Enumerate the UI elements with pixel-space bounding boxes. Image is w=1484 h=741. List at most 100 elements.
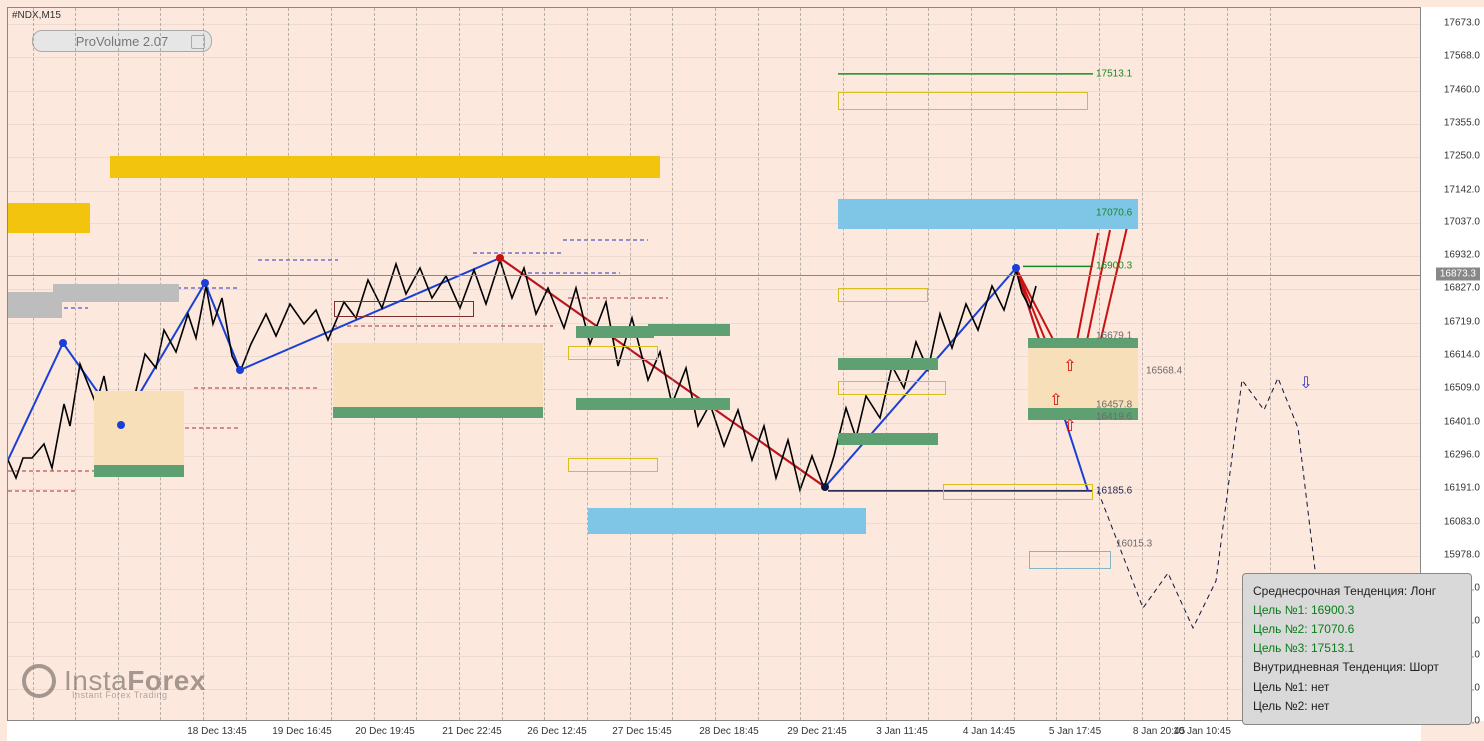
h-gridline <box>8 191 1420 192</box>
y-tick: 17460.0 <box>1444 84 1480 95</box>
y-tick: 17142.0 <box>1444 184 1480 195</box>
y-tick: 17250.0 <box>1444 150 1480 161</box>
h-gridline <box>8 556 1420 557</box>
zone <box>110 156 660 178</box>
v-gridline <box>758 8 759 720</box>
v-gridline <box>1014 8 1015 720</box>
h-gridline <box>8 489 1420 490</box>
zigzag-dot <box>821 483 829 491</box>
h-gridline <box>8 124 1420 125</box>
arrow-up-icon: ⇧ <box>1049 390 1062 410</box>
v-gridline <box>715 8 716 720</box>
v-gridline <box>331 8 332 720</box>
zone-outline <box>1029 551 1111 569</box>
v-gridline <box>118 8 119 720</box>
h-gridline <box>8 456 1420 457</box>
price-label: 16679.1 <box>1096 330 1132 341</box>
current-price-tag: 16873.3 <box>1436 267 1480 280</box>
v-gridline <box>800 8 801 720</box>
zone-outline <box>334 301 474 317</box>
zone <box>588 508 866 534</box>
watermark-tagline: Instant Forex Trading <box>72 690 168 700</box>
zigzag-dot <box>117 421 125 429</box>
y-tick: 17673.0 <box>1444 17 1480 28</box>
h-gridline <box>8 589 1420 590</box>
info-line: Среднесрочная Тенденция: Лонг <box>1253 582 1461 601</box>
price-label: 16457.8 <box>1096 400 1132 411</box>
arrow-up-icon: ⇧ <box>1063 416 1076 436</box>
y-tick: 17568.0 <box>1444 50 1480 61</box>
x-tick: 21 Dec 22:45 <box>442 726 502 737</box>
zone-outline <box>838 92 1088 110</box>
zone <box>8 203 90 233</box>
price-label: 16568.4 <box>1146 365 1182 376</box>
v-gridline <box>1184 8 1185 720</box>
h-gridline <box>8 223 1420 224</box>
x-tick: 29 Dec 21:45 <box>787 726 847 737</box>
x-axis: 18 Dec 13:4519 Dec 16:4520 Dec 19:4521 D… <box>7 721 1421 741</box>
v-gridline <box>203 8 204 720</box>
h-gridline <box>8 389 1420 390</box>
zone <box>333 406 543 418</box>
y-tick: 16827.0 <box>1444 283 1480 294</box>
v-gridline <box>1142 8 1143 720</box>
zone <box>94 465 184 477</box>
v-gridline <box>630 8 631 720</box>
info-line: Внутридневная Тенденция: Шорт <box>1253 658 1461 677</box>
zigzag-dot <box>496 254 504 262</box>
x-tick: 5 Jan 17:45 <box>1049 726 1101 737</box>
h-gridline <box>8 57 1420 58</box>
price-label: 17070.6 <box>1096 207 1132 218</box>
zone <box>333 343 543 407</box>
info-line: Цель №1: нет <box>1253 678 1461 697</box>
y-tick: 15978.0 <box>1444 550 1480 561</box>
zone <box>94 391 184 465</box>
price-label: 16900.3 <box>1096 261 1132 272</box>
v-gridline <box>1227 8 1228 720</box>
h-gridline <box>8 24 1420 25</box>
h-gridline <box>8 689 1420 690</box>
v-gridline <box>544 8 545 720</box>
v-gridline <box>246 8 247 720</box>
h-gridline <box>8 256 1420 257</box>
watermark: InstaForex Instant Forex Trading <box>22 664 206 698</box>
zone <box>576 398 654 410</box>
zone-outline <box>838 288 928 302</box>
zigzag-dot <box>201 279 209 287</box>
zone-outline <box>568 458 658 472</box>
y-tick: 16191.0 <box>1444 483 1480 494</box>
price-label: 16185.6 <box>1096 485 1132 496</box>
plot-area[interactable]: #NDX,M15 ProVolume 2.07 InstaForex Insta… <box>7 7 1421 721</box>
info-line: Цель №2: нет <box>1253 697 1461 716</box>
zone <box>648 324 730 336</box>
v-gridline <box>288 8 289 720</box>
current-price-line <box>8 275 1420 276</box>
x-tick: 4 Jan 14:45 <box>963 726 1015 737</box>
price-label: 17513.1 <box>1096 68 1132 79</box>
zone <box>838 433 938 445</box>
symbol-label: #NDX,M15 <box>12 10 61 21</box>
v-gridline <box>160 8 161 720</box>
zone-outline <box>838 381 946 395</box>
info-panel: Среднесрочная Тенденция: ЛонгЦель №1: 16… <box>1242 573 1472 725</box>
v-gridline <box>971 8 972 720</box>
x-tick: 19 Dec 16:45 <box>272 726 332 737</box>
info-line: Цель №2: 17070.6 <box>1253 620 1461 639</box>
y-tick: 17355.0 <box>1444 117 1480 128</box>
h-gridline <box>8 289 1420 290</box>
info-line: Цель №3: 17513.1 <box>1253 639 1461 658</box>
zone-outline <box>568 346 658 360</box>
chart-root: #NDX,M15 ProVolume 2.07 InstaForex Insta… <box>0 0 1484 741</box>
zigzag-dot <box>1012 264 1020 272</box>
watermark-gear-icon <box>22 664 56 698</box>
zone-outline <box>943 484 1093 500</box>
zone <box>53 284 179 302</box>
zone <box>838 199 1138 229</box>
zigzag-dot <box>59 339 67 347</box>
h-gridline <box>8 356 1420 357</box>
indicator-badge-text: ProVolume 2.07 <box>76 34 169 49</box>
indicator-badge[interactable]: ProVolume 2.07 <box>32 30 212 52</box>
y-tick: 16719.0 <box>1444 317 1480 328</box>
arrow-down-icon: ⇩ <box>1299 373 1312 393</box>
h-gridline <box>8 423 1420 424</box>
